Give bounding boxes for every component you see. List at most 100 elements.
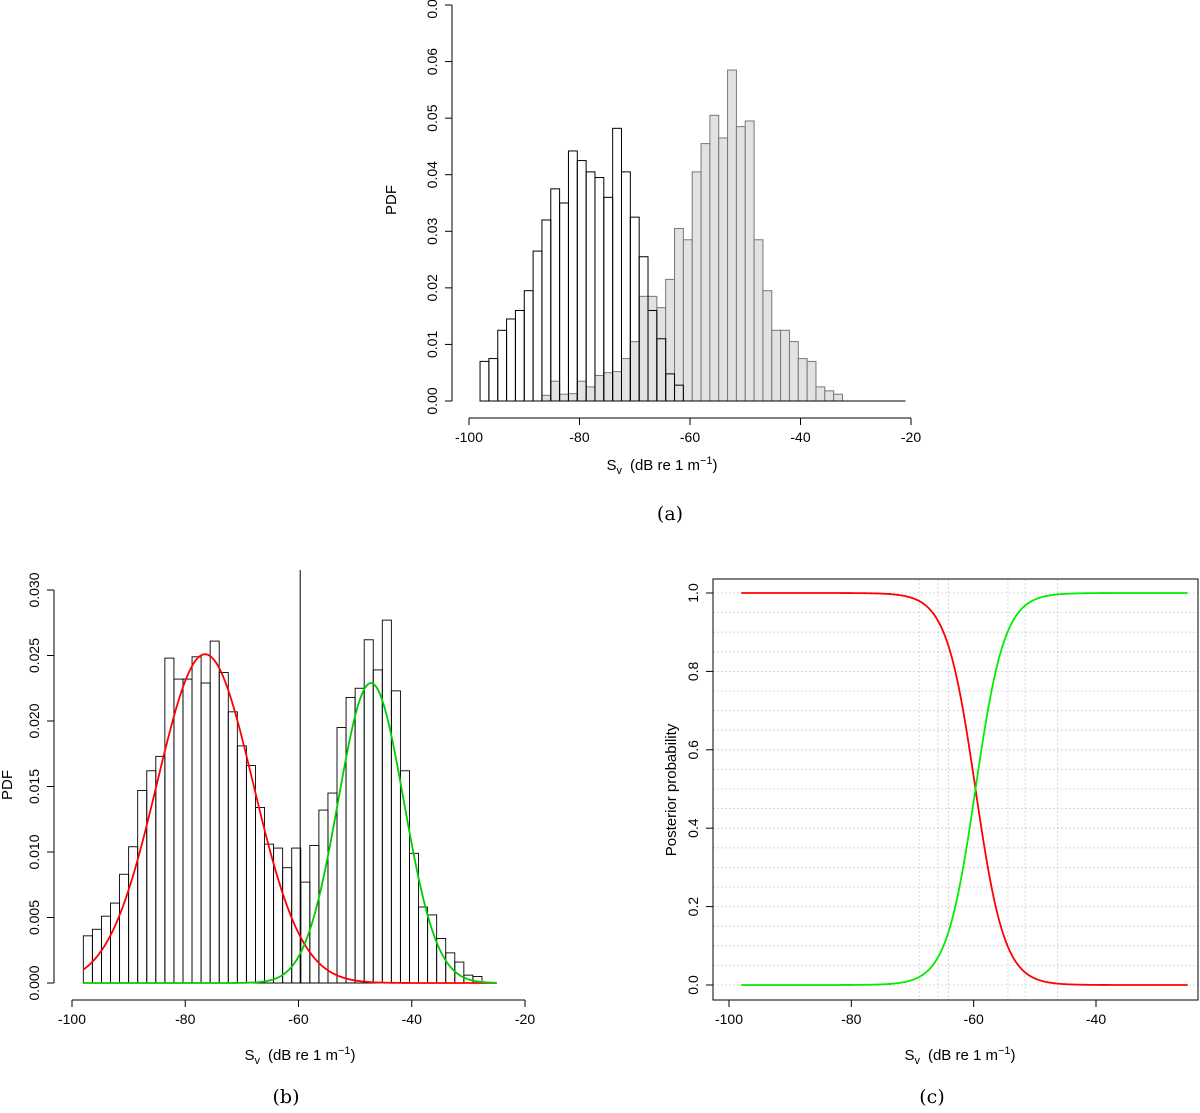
x-axis-label-b: Sv (dB re 1 m−1) — [244, 1045, 355, 1067]
posterior-line-red — [741, 592, 1188, 986]
histogram-bar-a — [506, 318, 516, 402]
histogram-bar-b — [137, 789, 148, 984]
x-tick-label-a: -80 — [569, 429, 589, 445]
histogram-bar-a — [771, 329, 782, 402]
histogram-bar-b — [282, 867, 293, 984]
x-tick-label-b: -60 — [288, 1011, 308, 1027]
histogram-bar-a — [806, 360, 817, 402]
histogram-bar-b — [173, 678, 184, 984]
x-tick-label-c: -60 — [964, 1011, 984, 1027]
chart-panel-b: -100 -80 -60 -40 -20 0.000 0.005 0.010 0.015 0.02… — [0, 570, 535, 1108]
histogram-bar-a — [780, 329, 790, 402]
histogram-bar-b — [164, 657, 175, 984]
histogram-bar-a — [488, 358, 499, 402]
histogram-bar-b — [345, 696, 356, 984]
gaussian-curve-red — [82, 653, 497, 984]
y-tick-label-c: 0.8 — [685, 661, 701, 681]
y-tick-label-a: 0.00 — [424, 387, 440, 414]
histogram-bar-a — [797, 358, 808, 402]
histogram-bar-a — [550, 188, 561, 402]
histogram-bar-b — [318, 809, 329, 984]
x-tick-label-c: -80 — [841, 1011, 861, 1027]
histogram-bar-b — [255, 807, 265, 984]
histogram-bar-a — [585, 171, 596, 402]
histogram-bar-a — [550, 380, 561, 402]
histogram-bars-a — [479, 69, 906, 402]
histogram-bar-a — [585, 386, 596, 402]
histogram-bar-a — [541, 394, 552, 402]
histogram-bar-b — [209, 640, 220, 984]
histogram-bar-a — [479, 360, 490, 402]
y-tick-label-a: 0.05 — [424, 104, 440, 131]
histogram-bar-a — [603, 196, 614, 402]
histogram-bar-b — [218, 672, 229, 984]
histogram-bar-a — [718, 137, 729, 402]
histogram-bar-a — [576, 380, 587, 402]
histogram-bar-b — [182, 678, 193, 984]
posterior-lines-c — [741, 592, 1188, 986]
histogram-bar-b — [200, 682, 211, 984]
y-tick-label-b: 0.015 — [26, 769, 42, 804]
histogram-bar-b — [119, 873, 130, 984]
y-tick-label-b: 0.005 — [26, 900, 42, 935]
histogram-bar-a — [744, 120, 755, 402]
caption-a: (a) — [657, 503, 683, 525]
histogram-bar-a — [788, 341, 799, 402]
histogram-bar-a — [576, 160, 587, 402]
caption-b: (b) — [273, 1086, 300, 1108]
histogram-bar-a — [647, 295, 658, 402]
histogram-bar-b — [82, 935, 93, 984]
histogram-bar-a — [594, 375, 605, 402]
chart-panel-a: -100 -80 -60 -40 -20 0.00 0.01 0.02 0.03 0.04 0.05… — [383, 0, 921, 525]
y-tick-label-c: 0.2 — [685, 897, 701, 917]
y-tick-label-c: 0.6 — [685, 740, 701, 760]
histogram-bar-b — [327, 792, 338, 984]
y-axis-label-a: PDF — [383, 185, 400, 215]
y-tick-label-c: 1.0 — [685, 583, 701, 603]
y-tick-label-a: 0.07 — [424, 0, 440, 19]
histogram-bar-a — [559, 202, 569, 402]
x-axis-label-a: Sv (dB re 1 m−1) — [606, 455, 717, 477]
histogram-bars-b — [82, 570, 497, 984]
y-tick-label-a: 0.01 — [424, 331, 440, 358]
histogram-bar-a — [815, 386, 826, 402]
histogram-bar-b — [363, 639, 374, 984]
y-axis-label-c: Posterior probability — [663, 723, 680, 856]
x-tick-label-c: -40 — [1086, 1011, 1106, 1027]
histogram-bar-a — [700, 143, 711, 402]
y-tick-label-a: 0.03 — [424, 217, 440, 244]
y-tick-label-a: 0.06 — [424, 48, 440, 75]
histogram-bar-b — [264, 843, 275, 984]
histogram-bar-a — [665, 278, 676, 402]
histogram-bar-a — [603, 372, 614, 402]
grid-c — [712, 578, 1199, 1001]
histogram-bar-a — [824, 390, 835, 402]
histogram-bar-b — [155, 755, 166, 984]
histogram-bar-b — [372, 669, 383, 984]
axes-c: -100 -80 -60 -40 0.0 0.2 0.4 0.6 0.8 1.0 — [685, 583, 1106, 1027]
x-tick-label-b: -80 — [175, 1011, 195, 1027]
histogram-bar-a — [559, 393, 569, 402]
x-tick-label-a: -100 — [455, 429, 483, 445]
histogram-bar-a — [727, 69, 737, 402]
histogram-bar-a — [620, 358, 631, 402]
histogram-bar-b — [227, 711, 238, 984]
y-tick-label-b: 0.030 — [26, 572, 42, 607]
y-tick-label-b: 0.000 — [26, 965, 42, 1000]
histogram-bar-a — [629, 341, 640, 402]
fitted-curves-b — [82, 653, 497, 984]
x-tick-label-a: -20 — [901, 429, 921, 445]
histogram-bar-a — [656, 307, 667, 402]
y-tick-label-a: 0.02 — [424, 274, 440, 301]
y-tick-label-c: 0.4 — [685, 818, 701, 838]
x-tick-label-b: -20 — [515, 1011, 535, 1027]
histogram-bar-a — [674, 227, 684, 402]
histogram-bar-a — [762, 290, 773, 402]
histogram-bar-a — [567, 150, 578, 402]
histogram-bar-a — [753, 239, 764, 402]
histogram-bar-b — [236, 745, 247, 984]
histogram-bar-b — [245, 765, 256, 984]
histogram-bar-a — [594, 177, 605, 402]
histogram-bar-b — [427, 914, 438, 984]
